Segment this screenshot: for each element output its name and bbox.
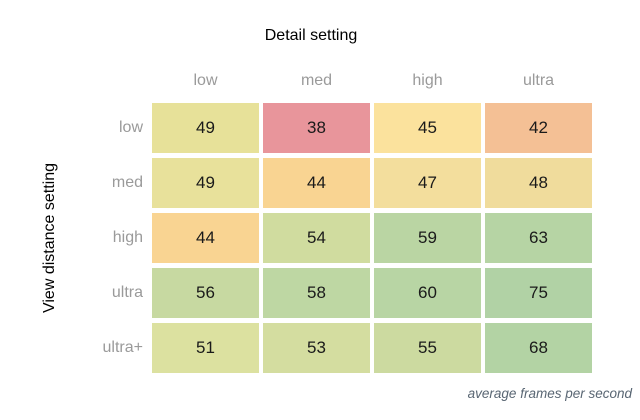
row-tick-label: ultra+ [102, 339, 143, 356]
row-tick-label: ultra [111, 284, 143, 301]
chart-caption: average frames per second [467, 386, 632, 401]
heatmap-grid: 49 38 45 42 49 44 47 48 44 54 59 63 56 58 60 75 51 53 55 68 [152, 103, 592, 373]
chart-title: Detail setting [264, 27, 358, 44]
row-tick-label: med [111, 174, 143, 191]
heatmap-cell: 54 [263, 213, 370, 263]
heatmap-cell: 63 [485, 213, 592, 263]
column-tick-label: high [412, 72, 443, 89]
heatmap-cell: 49 [152, 103, 259, 153]
heatmap-cell: 75 [485, 268, 592, 318]
heatmap-cell: 60 [374, 268, 481, 318]
heatmap-cell: 49 [152, 158, 259, 208]
heatmap-cell: 48 [485, 158, 592, 208]
heatmap-cell: 47 [374, 158, 481, 208]
heatmap-cell: 44 [152, 213, 259, 263]
heatmap-cell: 55 [374, 323, 481, 373]
heatmap-cell: 58 [263, 268, 370, 318]
heatmap-cell: 38 [263, 103, 370, 153]
row-tick-label: high [112, 229, 143, 246]
heatmap-cell: 45 [374, 103, 481, 153]
column-tick-label: med [300, 72, 333, 89]
row-tick-label: low [118, 119, 143, 136]
column-tick-label: low [193, 72, 218, 89]
heatmap-cell: 51 [152, 323, 259, 373]
column-tick-label: ultra [522, 72, 555, 89]
heatmap-cell: 44 [263, 158, 370, 208]
heatmap-cell: 53 [263, 323, 370, 373]
heatmap-cell: 56 [152, 268, 259, 318]
heatmap-cell: 59 [374, 213, 481, 263]
row-labels: low med high ultra ultra+ [40, 103, 143, 373]
heatmap-cell: 42 [485, 103, 592, 153]
heatmap-cell: 68 [485, 323, 592, 373]
column-headers: low med high ultra [152, 72, 592, 90]
